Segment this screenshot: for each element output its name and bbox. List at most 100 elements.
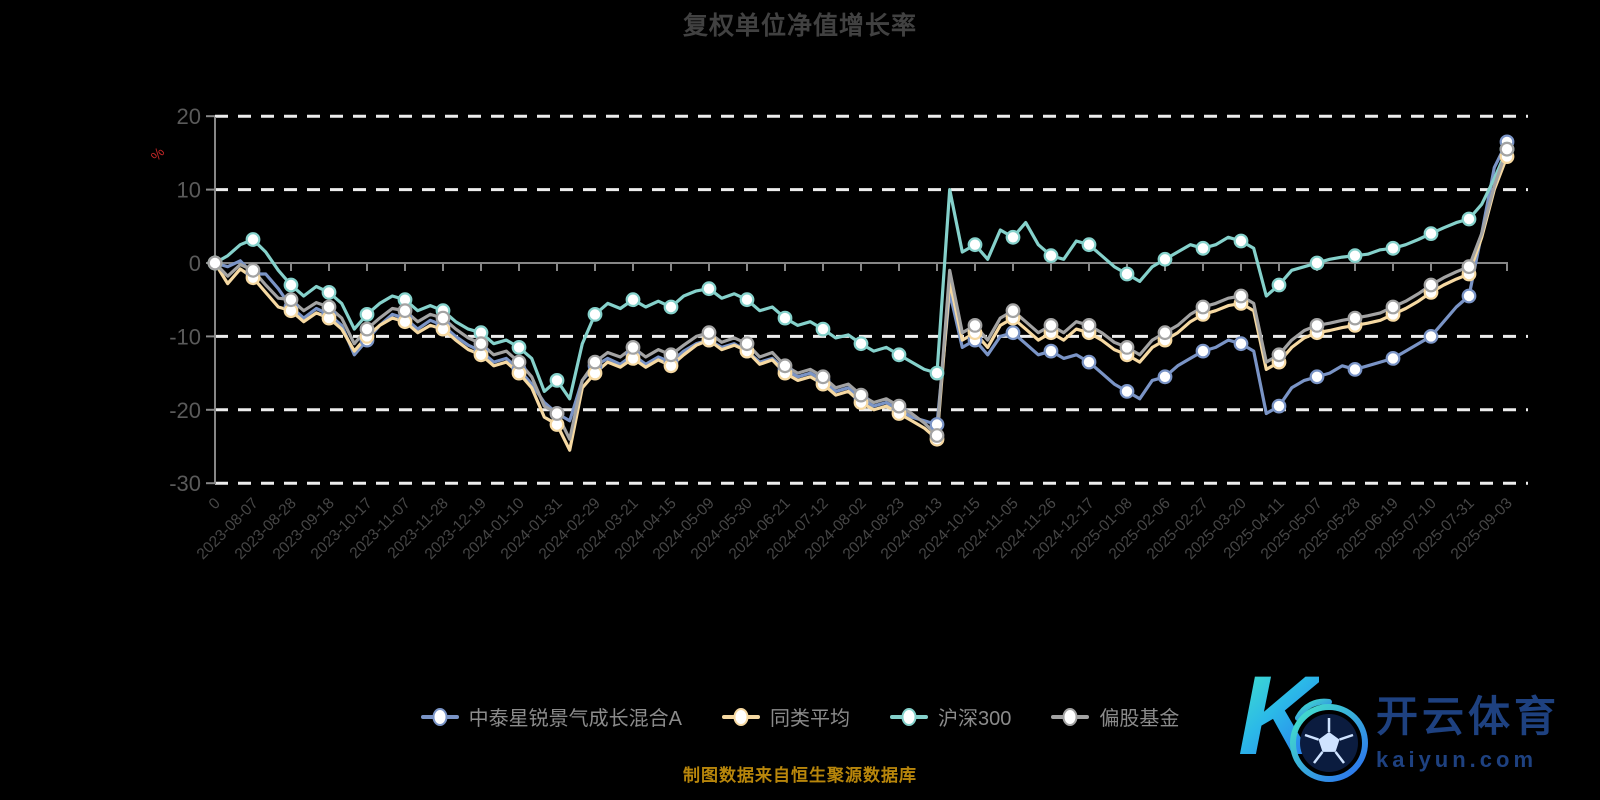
series-marker-3[interactable]: [359, 321, 375, 337]
series-marker-2[interactable]: [1309, 255, 1325, 271]
series-marker-3[interactable]: [245, 262, 261, 278]
series-marker-3[interactable]: [1461, 259, 1477, 275]
series-marker-2[interactable]: [1271, 277, 1287, 293]
series-marker-2[interactable]: [1195, 240, 1211, 256]
series-marker-2[interactable]: [511, 340, 527, 355]
series-marker-3[interactable]: [625, 340, 641, 355]
series-marker-0[interactable]: [1043, 343, 1059, 359]
y-tick-label: 20: [177, 104, 201, 129]
series-marker-3[interactable]: [1385, 299, 1401, 315]
series-marker-3[interactable]: [815, 369, 831, 385]
series-marker-2[interactable]: [1461, 211, 1477, 227]
series-marker-2[interactable]: [1347, 248, 1363, 264]
series-marker-3[interactable]: [207, 255, 223, 271]
series-marker-3[interactable]: [283, 292, 299, 308]
series-marker-2[interactable]: [815, 321, 831, 337]
series-marker-3[interactable]: [701, 325, 717, 341]
chart-canvas[interactable]: 20100-10-20-30%02023-08-072023-08-282023…: [0, 0, 1600, 700]
series-marker-3[interactable]: [853, 387, 869, 403]
series-marker-3[interactable]: [739, 336, 755, 352]
series-marker-3[interactable]: [967, 318, 983, 333]
series-marker-0[interactable]: [1157, 369, 1173, 385]
series-marker-3[interactable]: [1271, 347, 1287, 363]
series-marker-0[interactable]: [1271, 398, 1287, 414]
series-marker-3[interactable]: [1157, 325, 1173, 341]
series-marker-3[interactable]: [1043, 318, 1059, 333]
series-marker-2[interactable]: [549, 373, 565, 388]
series-marker-3[interactable]: [1233, 288, 1249, 304]
series-marker-3[interactable]: [435, 310, 451, 326]
series-marker-3[interactable]: [929, 428, 945, 443]
series-marker-2[interactable]: [891, 347, 907, 363]
legend-line-swatch: [721, 707, 760, 726]
kaiyun-watermark-link[interactable]: K 开云体育 kaiyun.com: [1238, 660, 1560, 782]
series-marker-2[interactable]: [1233, 233, 1249, 249]
series-marker-2[interactable]: [1005, 229, 1021, 245]
series-marker-2[interactable]: [1423, 226, 1439, 242]
series-marker-0[interactable]: [1347, 362, 1363, 377]
series-marker-3[interactable]: [1195, 299, 1211, 315]
series-marker-3[interactable]: [549, 406, 565, 421]
legend-item-csi300[interactable]: 沪深300: [889, 702, 1012, 731]
series-marker-3[interactable]: [891, 398, 907, 414]
series-marker-0[interactable]: [1119, 384, 1135, 399]
series-marker-2[interactable]: [1119, 266, 1135, 282]
chart-title: 复权单位净值增长率: [682, 12, 917, 40]
series-marker-2[interactable]: [321, 285, 337, 300]
series-marker-3[interactable]: [1499, 141, 1515, 157]
legend-marker-icon: [733, 707, 749, 726]
series-marker-3[interactable]: [1347, 310, 1363, 326]
kaiyun-wordmark: 开云体育 kaiyun.com: [1376, 683, 1560, 773]
series-marker-2[interactable]: [701, 281, 717, 297]
series-marker-3[interactable]: [1423, 277, 1439, 293]
legend: 中泰星锐景气成长混合A 同类平均 沪深300 偏股基金: [0, 702, 1600, 731]
data-source-caption: 制图数据来自恒生聚源数据库: [683, 766, 917, 785]
series-marker-3[interactable]: [587, 354, 603, 370]
series-marker-2[interactable]: [967, 237, 983, 253]
series-marker-3[interactable]: [663, 347, 679, 363]
series-marker-2[interactable]: [853, 336, 869, 352]
series-marker-2[interactable]: [777, 310, 793, 326]
y-tick-label: -10: [169, 324, 201, 349]
legend-line-swatch: [889, 707, 928, 726]
legend-line-swatch: [420, 707, 459, 726]
series-marker-2[interactable]: [1043, 248, 1059, 264]
series-marker-3[interactable]: [1119, 340, 1135, 355]
series-marker-3[interactable]: [1309, 318, 1325, 333]
series-line-2[interactable]: [213, 147, 1509, 401]
series-marker-2[interactable]: [929, 365, 945, 381]
series-marker-3[interactable]: [1005, 303, 1021, 319]
series-marker-0[interactable]: [1309, 369, 1325, 385]
series-marker-2[interactable]: [587, 307, 603, 322]
soccer-ball-icon: [1289, 698, 1368, 782]
legend-item-equity-funds[interactable]: 偏股基金: [1051, 702, 1179, 731]
series-marker-2[interactable]: [359, 307, 375, 322]
series-marker-3[interactable]: [321, 299, 337, 315]
kaiyun-brand-cn: 开云体育: [1375, 693, 1560, 740]
series-marker-0[interactable]: [1233, 336, 1249, 352]
series-marker-0[interactable]: [1081, 354, 1097, 370]
series-marker-0[interactable]: [1005, 325, 1021, 341]
series-marker-2[interactable]: [283, 277, 299, 293]
legend-item-fund-a[interactable]: 中泰星锐景气成长混合A: [420, 702, 682, 731]
series-marker-3[interactable]: [1081, 318, 1097, 333]
legend-item-peer-average[interactable]: 同类平均: [721, 702, 850, 731]
series-marker-2[interactable]: [1081, 237, 1097, 253]
series-marker-2[interactable]: [1385, 240, 1401, 256]
series-marker-0[interactable]: [1423, 329, 1439, 344]
series-marker-0[interactable]: [1461, 288, 1477, 304]
series-marker-3[interactable]: [397, 303, 413, 319]
series-marker-0[interactable]: [1385, 351, 1401, 366]
series-marker-3[interactable]: [777, 358, 793, 374]
series-marker-2[interactable]: [739, 292, 755, 308]
series-marker-3[interactable]: [473, 336, 489, 352]
series-marker-3[interactable]: [511, 354, 527, 370]
series-marker-2[interactable]: [625, 292, 641, 308]
series-marker-0[interactable]: [1195, 343, 1211, 359]
series-marker-2[interactable]: [245, 232, 261, 247]
kaiyun-brand-domain: kaiyun.com: [1375, 747, 1538, 772]
legend-label: 沪深300: [937, 708, 1012, 730]
series-marker-2[interactable]: [663, 299, 679, 315]
y-tick-label: -30: [169, 471, 201, 496]
series-marker-2[interactable]: [1157, 251, 1173, 267]
